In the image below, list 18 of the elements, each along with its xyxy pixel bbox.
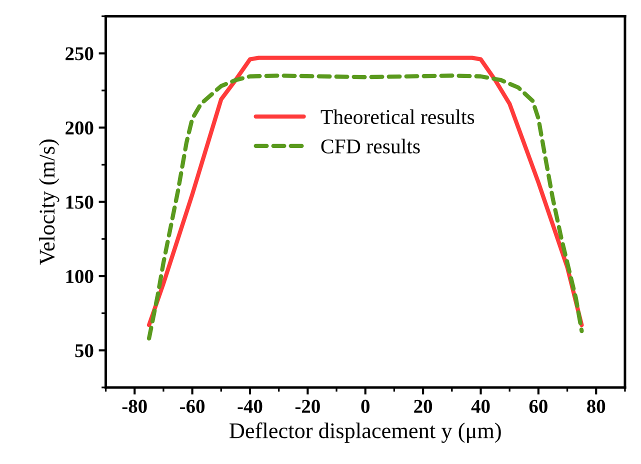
y-tick-label: 50 [75,344,94,358]
legend-label: Theoretical results [320,109,474,124]
y-tick-label: 100 [66,270,94,284]
legend-label: CFD results [321,138,420,154]
y-tick-label: 150 [66,196,94,209]
y-tick-label: 200 [66,121,94,135]
y-axis-title: Velocity (m/s) [39,140,60,265]
x-tick-label: -40 [238,400,262,413]
x-tick-label: 0 [361,400,370,413]
y-tick-label: 250 [66,47,94,60]
x-tick-label: 60 [529,400,548,413]
x-axis-title: Deflector displacement y (μm) [230,422,501,443]
x-tick-label: 40 [471,400,490,413]
x-tick-label: 20 [414,400,432,413]
x-tick-label: -80 [122,400,147,413]
x-tick-label: 80 [587,400,606,413]
x-tick-label: -60 [180,400,205,413]
x-tick-label: -20 [295,400,320,413]
